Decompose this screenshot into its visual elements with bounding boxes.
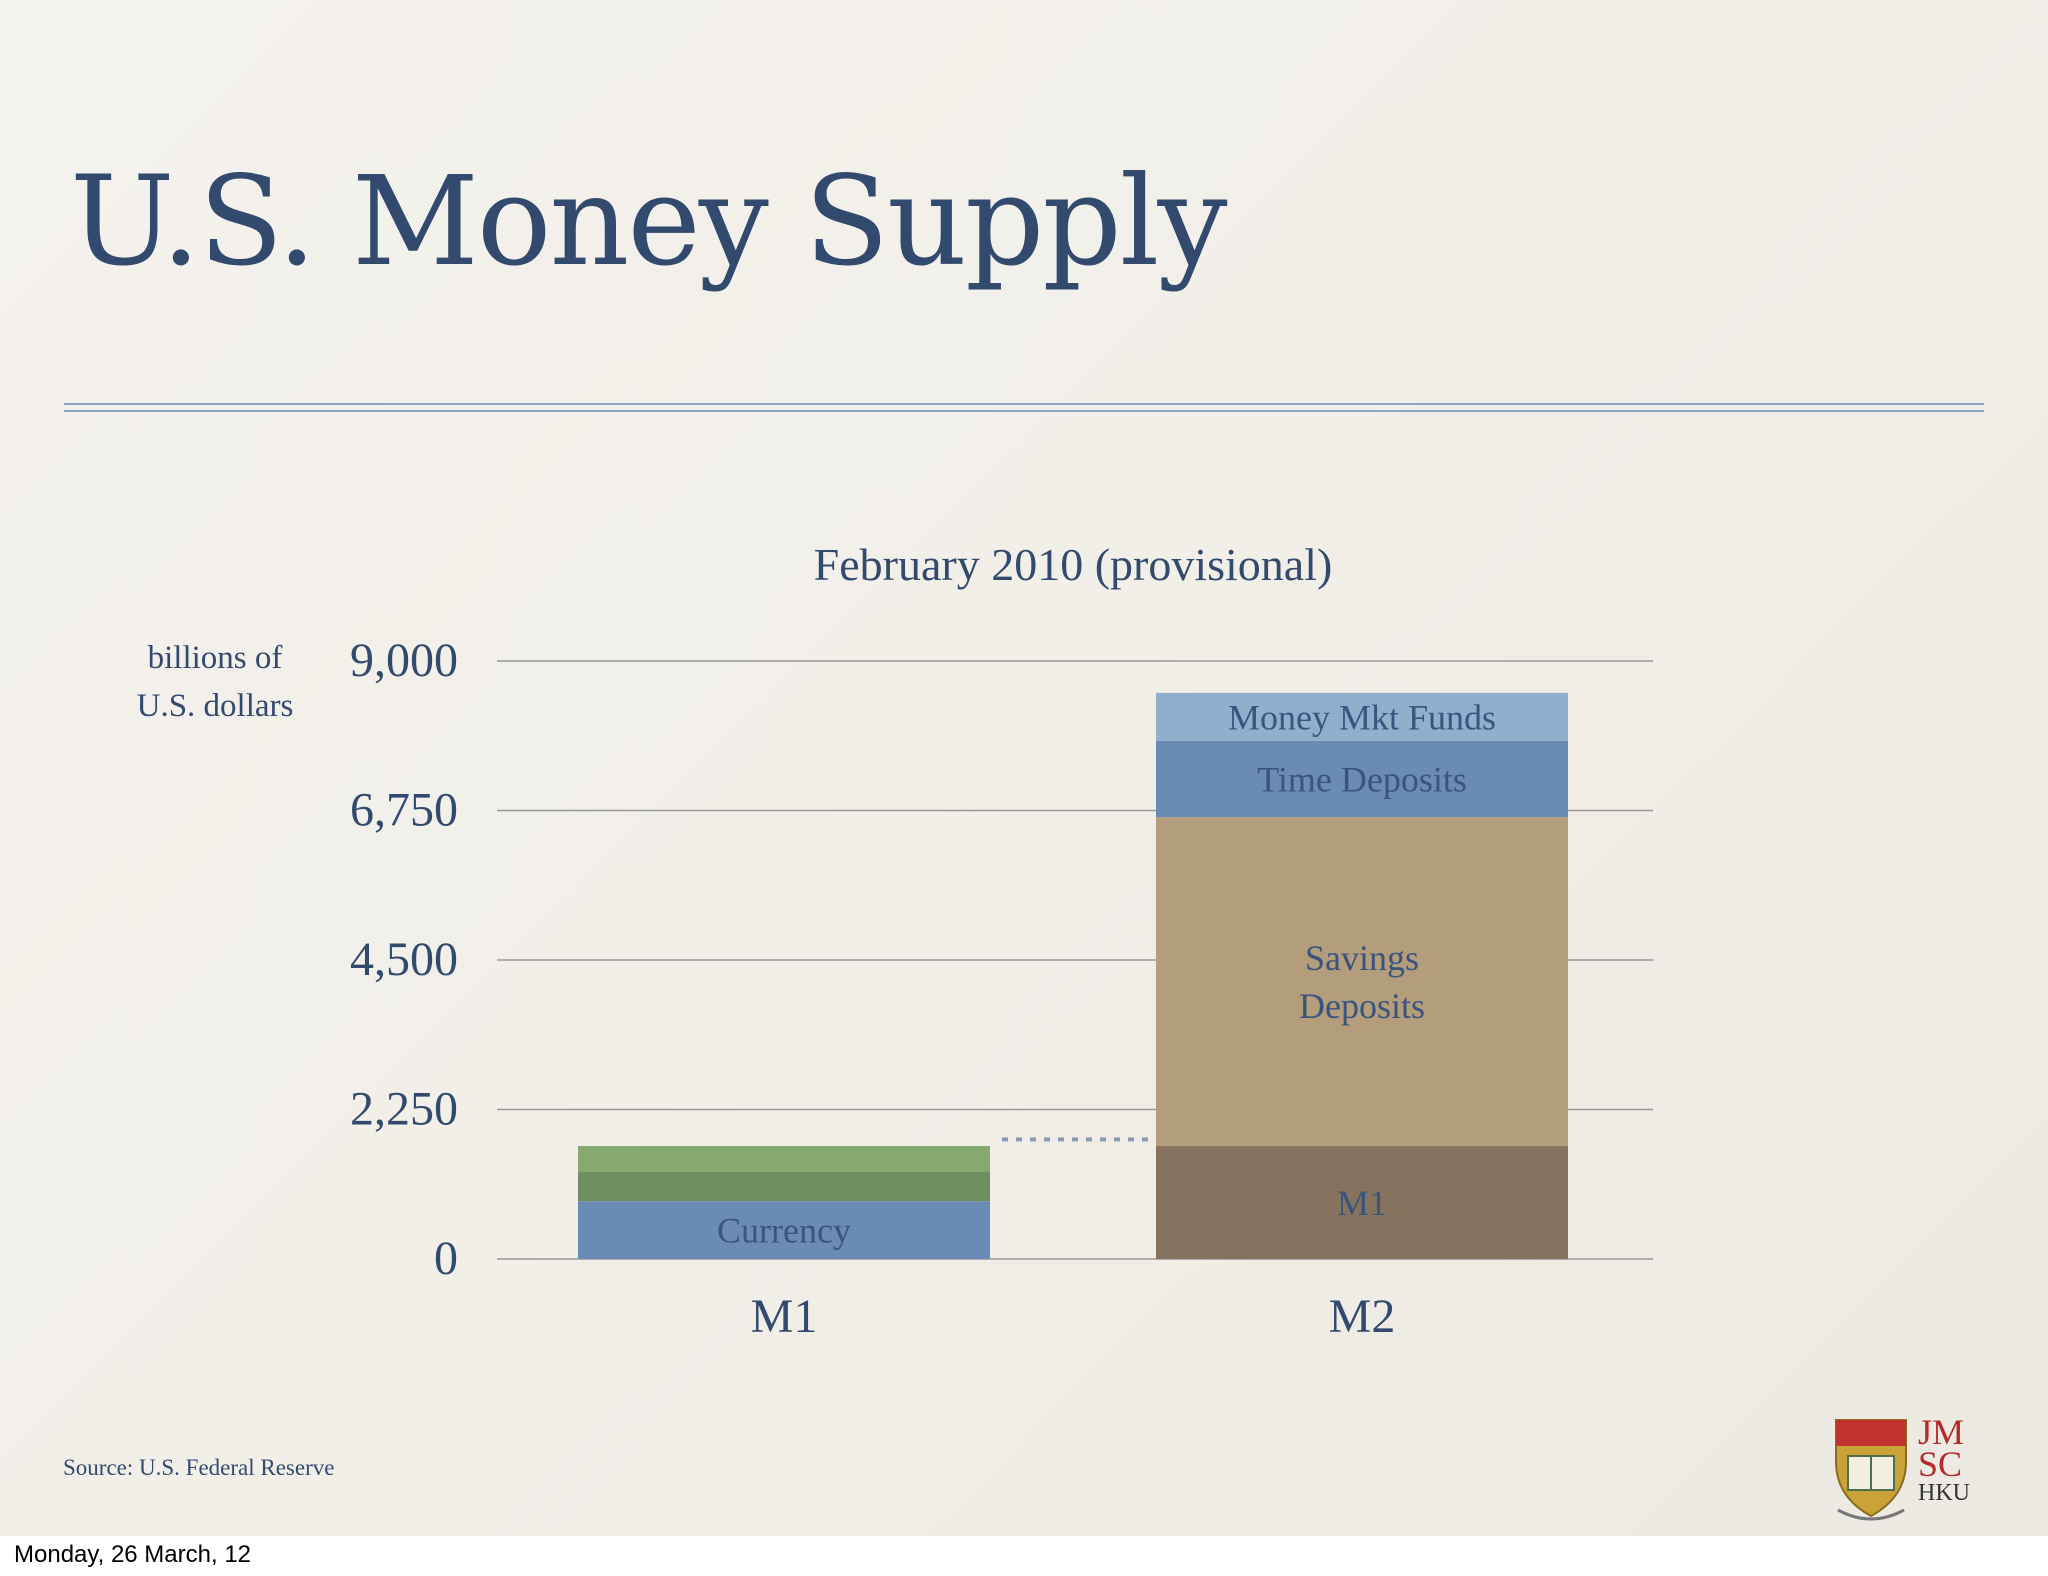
y-tick-label: 2,250 — [350, 1083, 458, 1136]
hku-crest-icon — [1835, 1419, 1907, 1521]
segment-label: Savings — [1305, 938, 1419, 978]
y-tick-label: 6,750 — [350, 784, 458, 837]
logo-text-line3: HKU — [1918, 1480, 1970, 1506]
title-divider-bottom — [64, 410, 1984, 412]
slide: U.S. Money Supply February 2010 (provisi… — [0, 0, 2048, 1536]
x-tick-label: M2 — [1329, 1290, 1396, 1343]
y-tick-label: 4,500 — [350, 933, 458, 986]
segment-label: M1 — [1337, 1183, 1387, 1223]
segment-label: Time Deposits — [1257, 760, 1467, 800]
bar-segment — [1156, 692, 1568, 741]
x-tick-label: M1 — [751, 1290, 818, 1343]
title-divider-top — [64, 403, 1984, 405]
y-tick-label: 9,000 — [350, 634, 458, 687]
y-tick-labels: 0 2,250 4,500 6,750 9,000 — [350, 634, 458, 1285]
chart-title: February 2010 (provisional) — [814, 539, 1333, 590]
segment-label: Currency — [717, 1211, 851, 1251]
segment-label: Money Mkt Funds — [1228, 697, 1496, 737]
logo-text-line1: JM — [1918, 1412, 1965, 1452]
stacked-bars — [578, 692, 1568, 1259]
logo-text-line2: SC — [1918, 1444, 1963, 1484]
money-supply-chart: February 2010 (provisional) billions of … — [137, 539, 1653, 1343]
slide-title: U.S. Money Supply — [70, 150, 1228, 294]
bar-segment — [578, 1146, 990, 1172]
segment-labels: Currency M1 Savings Deposits Time Deposits Mo… — [717, 697, 1496, 1250]
x-tick-labels: M1 M2 — [751, 1290, 1396, 1343]
segment-label: Deposits — [1299, 986, 1425, 1026]
y-axis-label-line1: billions of — [148, 640, 283, 676]
bar-segment — [1156, 740, 1568, 818]
bar-segment — [1156, 1146, 1568, 1259]
bar-segment — [578, 1171, 990, 1202]
y-tick-label: 0 — [434, 1232, 458, 1285]
jmsc-hku-wordmark: JM SC HKU — [1918, 1412, 1970, 1506]
y-axis-label-line2: U.S. dollars — [137, 688, 294, 724]
footer-date: Monday, 26 March, 12 — [14, 1541, 252, 1568]
bar-segment — [1156, 817, 1568, 1147]
source-note: Source: U.S. Federal Reserve — [63, 1455, 335, 1480]
bar-segment — [578, 1201, 990, 1259]
